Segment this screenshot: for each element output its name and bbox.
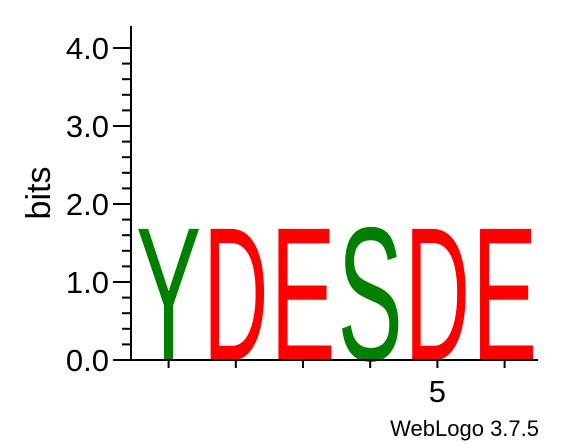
y-tick-label: 3.0 <box>66 109 109 144</box>
y-tick-label: 0.0 <box>66 343 109 378</box>
logo-letter-s: S <box>338 189 403 402</box>
logo-letter-e: E <box>270 189 335 402</box>
logo-letter-d: D <box>203 187 268 400</box>
y-axis-title: bits <box>20 167 58 220</box>
logo-letter-y: Y <box>136 189 201 402</box>
y-tick-label: 2.0 <box>66 187 109 222</box>
y-tick-label: 4.0 <box>66 31 109 66</box>
logo-letter-e: E <box>472 189 537 402</box>
x-tick-label: 5 <box>429 374 446 409</box>
logo-letter-d: D <box>405 187 470 400</box>
x-axis-ticks: 5 <box>167 360 506 409</box>
y-tick-label: 1.0 <box>66 265 109 300</box>
logo-axes <box>130 26 538 361</box>
weblogo-credit: WebLogo 3.7.5 <box>390 416 539 441</box>
y-axis-ticks: 0.0 1.0 2.0 3.0 4.0 <box>66 31 131 378</box>
